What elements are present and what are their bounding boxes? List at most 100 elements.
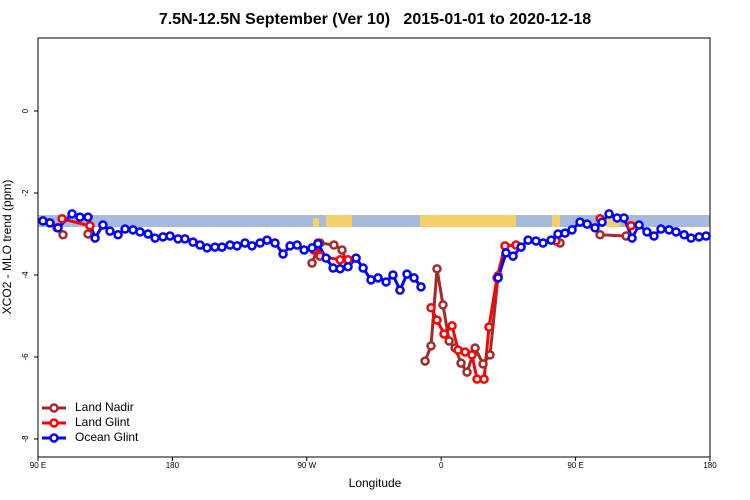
data-point bbox=[484, 322, 494, 332]
data-point bbox=[180, 234, 190, 244]
data-point bbox=[467, 350, 477, 360]
data-point bbox=[202, 243, 212, 253]
data-point bbox=[75, 212, 85, 222]
land-band bbox=[420, 215, 516, 227]
y-tick-label: -2 bbox=[21, 189, 30, 197]
data-point bbox=[439, 329, 449, 339]
data-point bbox=[462, 367, 472, 377]
data-point bbox=[649, 231, 659, 241]
land-ocean-strip bbox=[38, 215, 710, 227]
data-point bbox=[45, 218, 55, 228]
data-point bbox=[85, 221, 95, 231]
legend-label: Ocean Glint bbox=[75, 430, 139, 444]
legend-label: Land Nadir bbox=[75, 400, 134, 414]
data-point bbox=[508, 251, 518, 261]
data-point bbox=[432, 315, 442, 325]
data-point bbox=[67, 209, 77, 219]
data-point bbox=[656, 224, 666, 234]
x-tick-label: 90 W bbox=[297, 461, 316, 470]
data-point bbox=[416, 282, 426, 292]
data-point bbox=[627, 233, 637, 243]
data-point bbox=[299, 245, 309, 255]
data-point bbox=[381, 277, 391, 287]
data-point bbox=[444, 336, 454, 346]
data-point bbox=[329, 240, 339, 250]
x-tick-label: 0 bbox=[439, 461, 444, 470]
data-point bbox=[232, 241, 242, 251]
data-point bbox=[447, 321, 457, 331]
y-tick-label: -4 bbox=[21, 271, 30, 279]
land-band bbox=[552, 215, 560, 227]
y-tick-label: -6 bbox=[21, 353, 30, 361]
data-point bbox=[58, 230, 68, 240]
land-band bbox=[600, 218, 620, 227]
data-point bbox=[247, 241, 257, 251]
land-band bbox=[326, 215, 352, 227]
data-point bbox=[671, 227, 681, 237]
data-point bbox=[98, 220, 108, 230]
legend-marker bbox=[49, 418, 59, 428]
data-point bbox=[395, 285, 405, 295]
data-point bbox=[335, 255, 345, 265]
data-point bbox=[597, 217, 607, 227]
data-point bbox=[57, 214, 67, 224]
data-point bbox=[626, 221, 636, 231]
data-point bbox=[150, 233, 160, 243]
y-tick-label: 0 bbox=[21, 108, 30, 113]
x-axis-title: Longitude bbox=[349, 476, 402, 490]
data-point bbox=[485, 350, 495, 360]
data-point bbox=[493, 273, 503, 283]
data-point bbox=[307, 258, 317, 268]
data-point bbox=[426, 341, 436, 351]
data-point bbox=[358, 263, 368, 273]
data-point bbox=[262, 235, 272, 245]
data-point bbox=[278, 249, 288, 259]
data-point bbox=[402, 269, 412, 279]
data-point bbox=[516, 242, 526, 252]
data-point bbox=[90, 233, 100, 243]
land-band bbox=[313, 218, 319, 227]
data-point bbox=[567, 225, 577, 235]
data-point bbox=[595, 230, 605, 240]
data-point bbox=[438, 300, 448, 310]
data-point bbox=[420, 356, 430, 366]
data-point bbox=[113, 230, 123, 240]
data-point bbox=[83, 229, 93, 239]
chart-title: 7.5N-12.5N September (Ver 10) 2015-01-01… bbox=[159, 11, 591, 28]
data-point bbox=[270, 238, 280, 248]
data-point bbox=[560, 228, 570, 238]
data-point bbox=[432, 264, 442, 274]
data-point bbox=[582, 219, 592, 229]
data-point bbox=[165, 231, 175, 241]
y-axis-title: XCO2 - MLO trend (ppm) bbox=[0, 180, 14, 315]
data-point bbox=[143, 229, 153, 239]
data-point bbox=[619, 213, 629, 223]
data-point bbox=[337, 245, 347, 255]
data-point bbox=[53, 223, 63, 233]
data-point bbox=[701, 231, 711, 241]
data-point bbox=[335, 264, 345, 274]
data-point bbox=[686, 233, 696, 243]
data-point bbox=[292, 240, 302, 250]
data-point bbox=[307, 243, 317, 253]
data-point bbox=[321, 253, 331, 263]
data-point bbox=[120, 224, 130, 234]
legend-marker bbox=[49, 433, 59, 443]
data-point bbox=[479, 374, 489, 384]
data-point bbox=[426, 303, 436, 313]
data-point bbox=[343, 262, 353, 272]
data-point bbox=[217, 242, 227, 252]
data-point bbox=[105, 226, 115, 236]
legend-marker bbox=[49, 403, 59, 413]
x-tick-label: 180 bbox=[166, 461, 180, 470]
y-tick-label: -8 bbox=[21, 435, 30, 443]
data-point bbox=[388, 270, 398, 280]
data-point bbox=[501, 248, 511, 258]
data-point bbox=[546, 235, 556, 245]
data-point bbox=[456, 358, 466, 368]
data-point bbox=[135, 227, 145, 237]
data-point bbox=[642, 227, 652, 237]
plot-frame bbox=[37, 37, 711, 458]
ocean-band bbox=[38, 215, 710, 227]
